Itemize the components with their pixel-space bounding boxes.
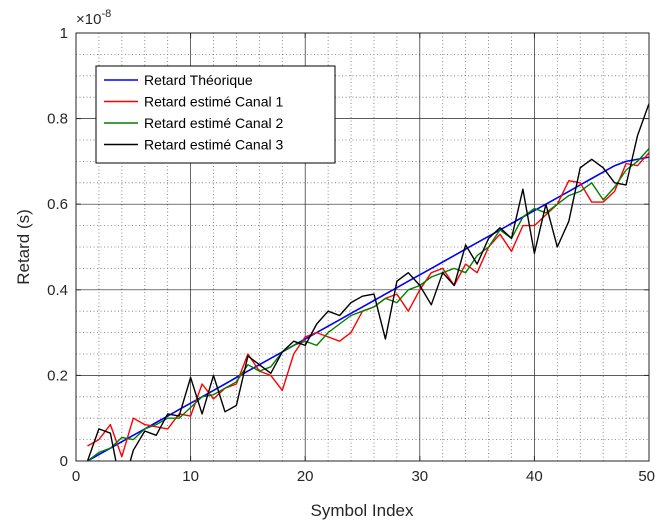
y-tick-label: 0.2 xyxy=(47,367,68,384)
legend-label-1: Retard Théorique xyxy=(144,72,253,88)
y-tick-label: 0.8 xyxy=(47,111,68,128)
axis-ticks xyxy=(75,32,650,462)
y-tick-label: 0.6 xyxy=(47,196,68,213)
y-exponent-label: ×10-8 xyxy=(76,8,111,28)
x-tick-label: 20 xyxy=(297,468,314,485)
legend-box xyxy=(95,65,336,164)
x-tick-label: 50 xyxy=(638,468,655,485)
series-layer xyxy=(86,103,649,461)
plot-border xyxy=(75,32,650,462)
legend: Retard Théorique Retard estimé Canal 1 Ret… xyxy=(95,65,336,164)
y-tick-label: 1 xyxy=(60,25,68,42)
x-tick-label: 40 xyxy=(526,468,543,485)
tick-labels: 0 10 20 30 40 50 0 0.2 0.4 0.6 0.8 1 xyxy=(47,25,655,485)
x-tick-label: 0 xyxy=(72,468,80,485)
legend-label-3: Retard estimé Canal 2 xyxy=(144,115,284,131)
x-tick-label: 30 xyxy=(411,468,428,485)
series-line-4 xyxy=(86,103,649,461)
y-tick-label: 0 xyxy=(60,453,68,470)
legend-label-2: Retard estimé Canal 1 xyxy=(144,94,284,110)
y-tick-label: 0.4 xyxy=(47,282,68,299)
y-axis-title: Retard (s) xyxy=(14,209,33,285)
x-axis-title: Symbol Index xyxy=(311,501,414,520)
legend-label-4: Retard estimé Canal 3 xyxy=(144,137,284,153)
x-tick-label: 10 xyxy=(182,468,199,485)
series-line-3 xyxy=(87,148,649,461)
